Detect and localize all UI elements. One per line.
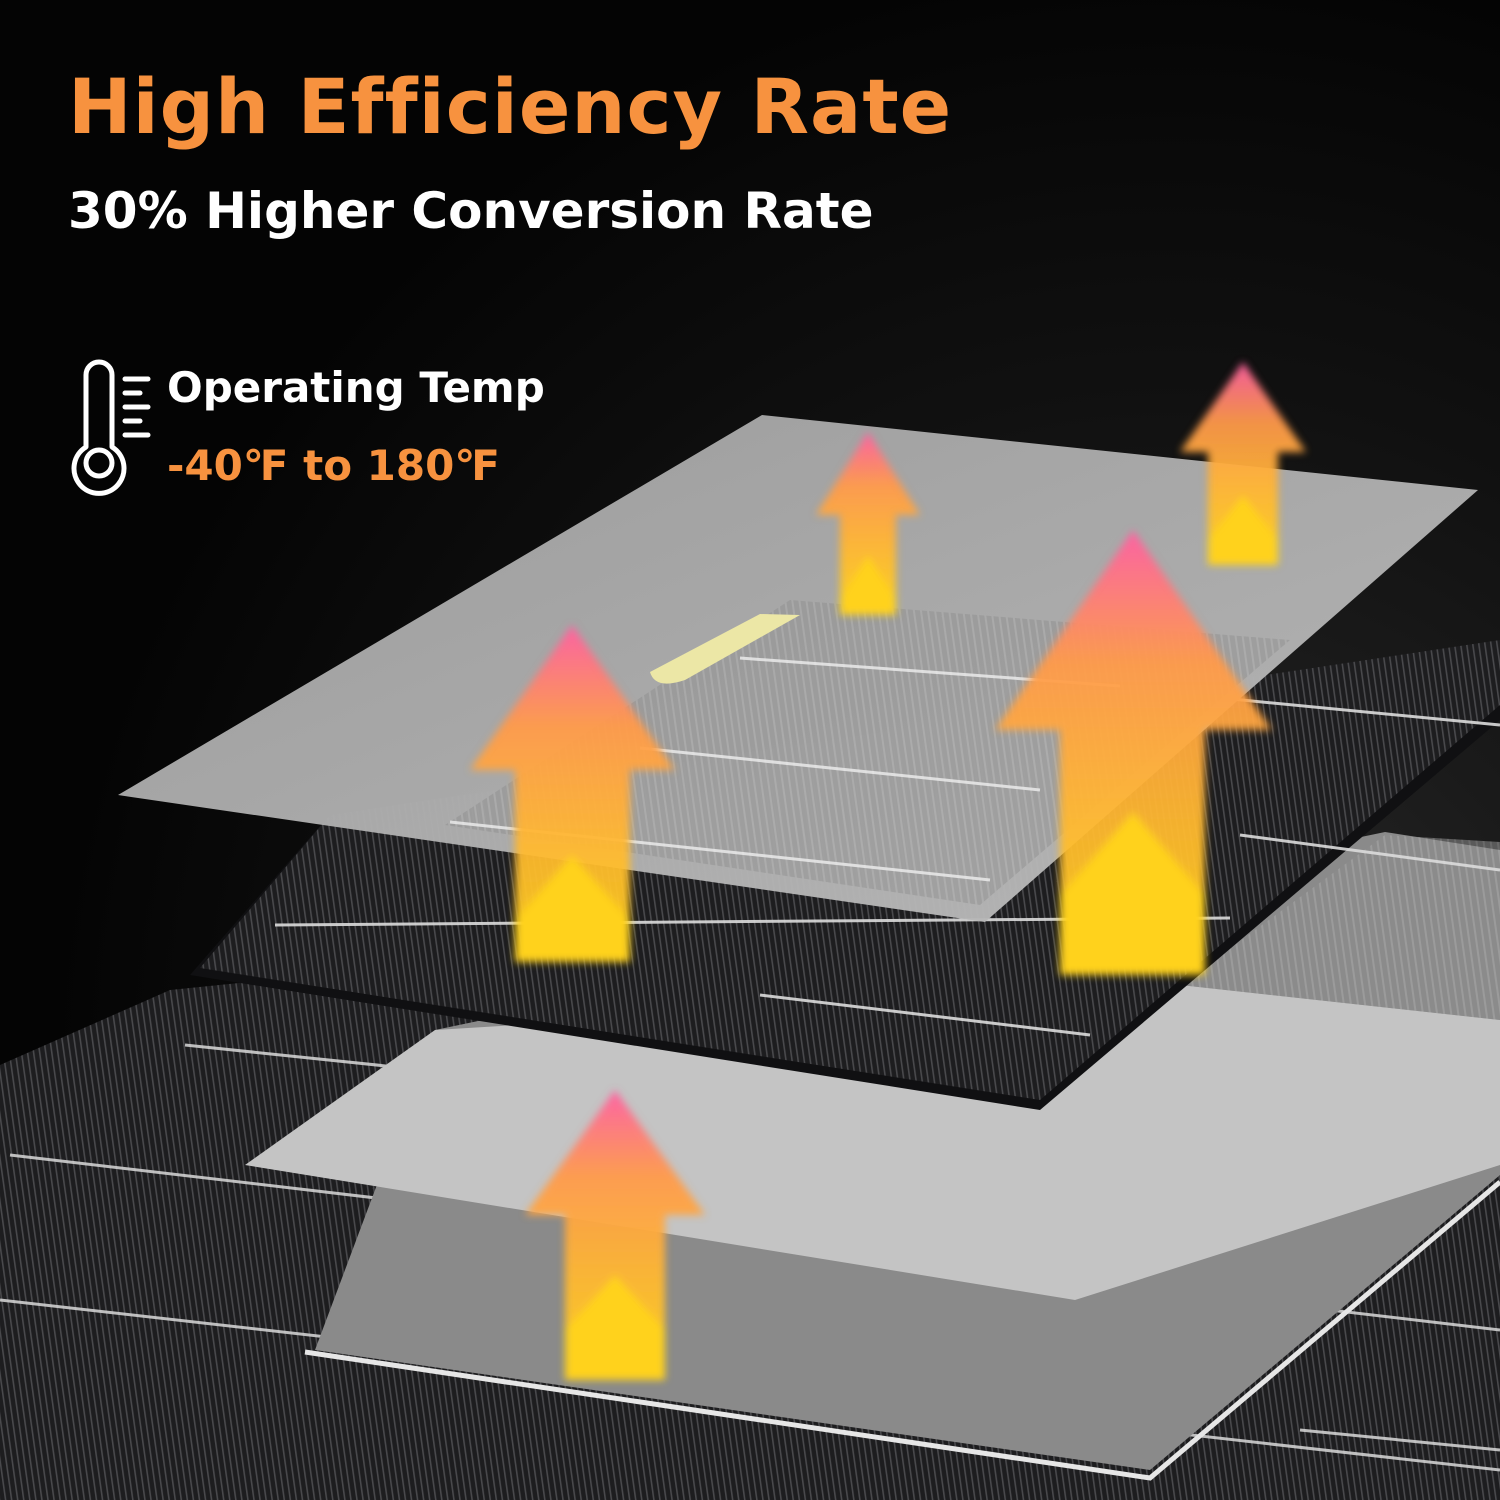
junction-tab: [650, 614, 800, 684]
operating-temp-label: Operating Temp: [167, 363, 545, 412]
heat-arrow-1: [816, 432, 920, 615]
heat-arrows: [470, 362, 1306, 1380]
operating-temp-block: Operating Temp -40℉ to 180℉: [68, 355, 628, 505]
headline: High Efficiency Rate: [68, 62, 953, 151]
heat-arrow-2: [1180, 362, 1306, 565]
backsheet-cell-stripe: [1180, 835, 1500, 1020]
heat-arrow-4: [995, 530, 1272, 975]
heat-arrow-3: [470, 625, 675, 962]
backsheet-edge: [304, 1180, 1500, 1481]
operating-temp-range: -40℉ to 180℉: [167, 441, 500, 490]
subheadline: 30% Higher Conversion Rate: [68, 182, 874, 240]
heat-arrow-5: [525, 1090, 705, 1380]
backsheet-light-panel: [245, 985, 1500, 1300]
thermometer-icon: [71, 359, 151, 496]
